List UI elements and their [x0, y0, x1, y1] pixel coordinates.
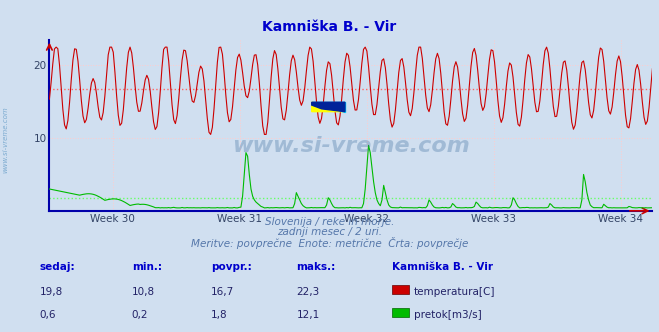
Text: www.si-vreme.com: www.si-vreme.com: [232, 136, 470, 156]
Text: povpr.:: povpr.:: [211, 262, 252, 272]
Text: maks.:: maks.:: [297, 262, 336, 272]
Text: 12,1: 12,1: [297, 310, 320, 320]
Polygon shape: [312, 102, 345, 112]
Text: pretok[m3/s]: pretok[m3/s]: [414, 310, 482, 320]
Text: 10,8: 10,8: [132, 287, 155, 297]
Text: 16,7: 16,7: [211, 287, 234, 297]
Text: Kamniška B. - Vir: Kamniška B. - Vir: [262, 20, 397, 34]
Text: www.si-vreme.com: www.si-vreme.com: [2, 106, 9, 173]
Text: min.:: min.:: [132, 262, 162, 272]
Text: Meritve: povprečne  Enote: metrične  Črta: povprečje: Meritve: povprečne Enote: metrične Črta:…: [191, 237, 468, 249]
Text: Kamniška B. - Vir: Kamniška B. - Vir: [392, 262, 493, 272]
Text: 0,6: 0,6: [40, 310, 56, 320]
Polygon shape: [312, 102, 345, 112]
Text: 0,2: 0,2: [132, 310, 148, 320]
Text: 1,8: 1,8: [211, 310, 227, 320]
Text: 19,8: 19,8: [40, 287, 63, 297]
Text: zadnji mesec / 2 uri.: zadnji mesec / 2 uri.: [277, 227, 382, 237]
Text: temperatura[C]: temperatura[C]: [414, 287, 496, 297]
Polygon shape: [312, 102, 345, 112]
Text: 22,3: 22,3: [297, 287, 320, 297]
Text: Slovenija / reke in morje.: Slovenija / reke in morje.: [265, 217, 394, 227]
Text: sedaj:: sedaj:: [40, 262, 75, 272]
